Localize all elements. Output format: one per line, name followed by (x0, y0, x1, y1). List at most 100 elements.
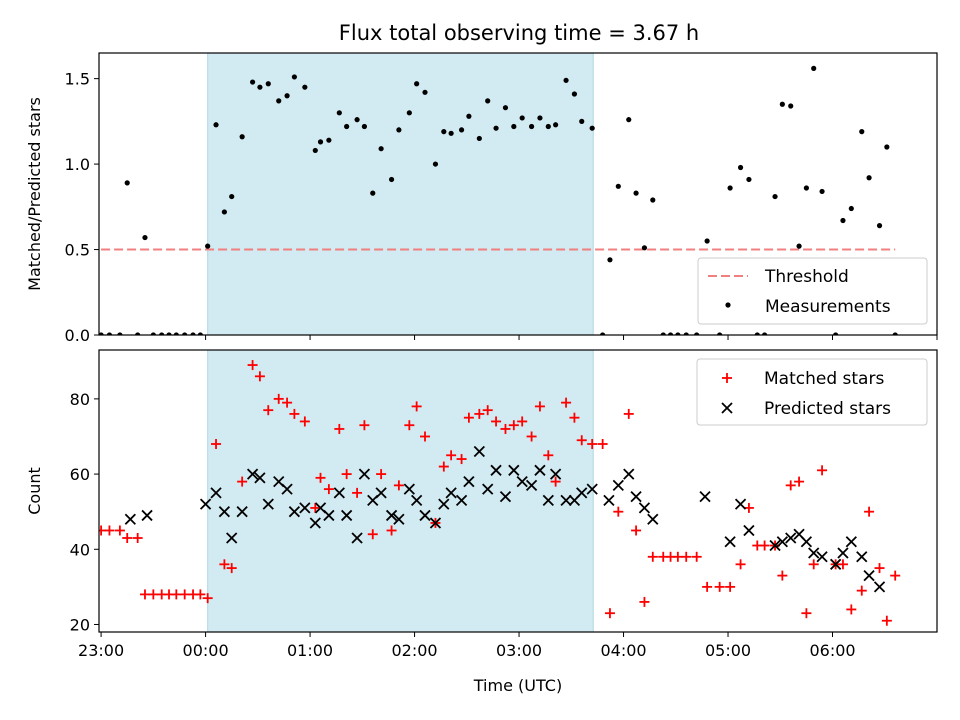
measurement-point (142, 234, 148, 241)
matched-point (714, 581, 725, 592)
measurement-point (276, 98, 282, 104)
matched-point (613, 506, 624, 517)
measurement-point (239, 134, 245, 140)
matched-point (474, 408, 485, 419)
legend-box (697, 257, 928, 325)
predicted-point (246, 468, 259, 480)
measurement-point (553, 122, 559, 128)
measurement-point (190, 332, 196, 335)
predicted-point (236, 506, 248, 518)
predicted-point (499, 491, 512, 503)
measurement-point (221, 209, 227, 215)
matched-point (404, 420, 415, 431)
predicted-point (808, 547, 820, 559)
y-tick-label: 1.5 (65, 70, 90, 89)
x-tick-label: 03:00 (496, 641, 542, 660)
predicted-point (873, 581, 886, 593)
measurement-point (717, 332, 723, 335)
x-axis-label: Time (UTC) (473, 676, 562, 695)
matched-point (393, 480, 404, 491)
measurement-point (432, 161, 439, 167)
y-tick-label: 0.5 (65, 241, 90, 260)
measurement-point (485, 98, 491, 104)
matched-point (777, 570, 788, 581)
measurement-point (563, 77, 569, 83)
predicted-point (845, 536, 857, 548)
measurement-point (571, 91, 578, 97)
measurement-point (396, 127, 402, 133)
measurement-point (737, 164, 744, 171)
matched-point (310, 502, 321, 513)
predicted-point (647, 513, 659, 525)
measurement-point (422, 89, 428, 95)
matched-point (725, 581, 736, 592)
measurement-point (159, 332, 165, 335)
predicted-point (837, 547, 849, 559)
legend-measurement-label: Measurements (765, 297, 891, 317)
matched-point (631, 525, 642, 536)
measurement-point (694, 332, 700, 335)
predicted-point (288, 506, 301, 518)
measurement-point (166, 332, 172, 335)
plot-area (99, 350, 901, 632)
measurement-point (458, 127, 465, 133)
measurement-point (607, 257, 613, 263)
matched-point (446, 450, 457, 461)
measurement-point (840, 217, 846, 224)
plot-area (99, 53, 898, 335)
measurement-point (257, 84, 263, 90)
matched-point (794, 476, 805, 487)
predicted-point (769, 539, 781, 552)
measurement-point (833, 332, 839, 335)
measurement-point (519, 115, 525, 121)
predicted-point (323, 509, 335, 522)
measurement-point (99, 332, 104, 335)
predicted-point (785, 532, 797, 544)
matched-point (623, 408, 634, 419)
measurement-point (772, 193, 778, 200)
x-tick-label: 02:00 (392, 641, 438, 660)
matched-point (759, 540, 770, 551)
matched-point (534, 401, 545, 412)
matched-point (179, 589, 190, 600)
matched-point (576, 435, 587, 446)
matched-point (254, 371, 265, 382)
matched-point (647, 551, 658, 562)
measurement-point (205, 243, 211, 249)
legend-predicted-swatch (721, 402, 733, 414)
measurement-point (848, 205, 854, 212)
predicted-point (254, 472, 266, 484)
legend: Matched stars Predicted stars (696, 358, 928, 426)
measurement-point (466, 113, 472, 119)
measurement-point (803, 185, 809, 191)
predicted-point (743, 524, 755, 537)
matched-point (122, 533, 133, 543)
matched-point (846, 604, 857, 615)
matched-point (323, 484, 334, 495)
predicted-point (699, 491, 711, 503)
predicted-point (281, 483, 293, 495)
predicted-point (490, 464, 502, 476)
predicted-point (549, 468, 562, 480)
matched-point (463, 412, 474, 423)
matched-point (817, 465, 828, 476)
measurement-point (182, 332, 188, 335)
predicted-point (516, 475, 528, 488)
matched-point (491, 416, 502, 427)
y-tick-label: 1.0 (65, 155, 90, 174)
measurement-point (124, 180, 130, 186)
measurement-point (859, 129, 865, 135)
x-tick-label: 00:00 (183, 641, 229, 660)
matched-point (604, 608, 615, 619)
predicted-point (612, 479, 624, 491)
measurement-point (892, 332, 898, 335)
x-tick-label: 23:00 (78, 641, 124, 660)
matched-point (597, 439, 608, 449)
matched-point (890, 570, 901, 581)
predicted-point (333, 487, 345, 499)
predicted-point (776, 536, 788, 548)
matched-point (508, 420, 519, 431)
matched-point (874, 563, 885, 574)
measurement-point (249, 79, 256, 85)
matched-point (195, 589, 206, 600)
